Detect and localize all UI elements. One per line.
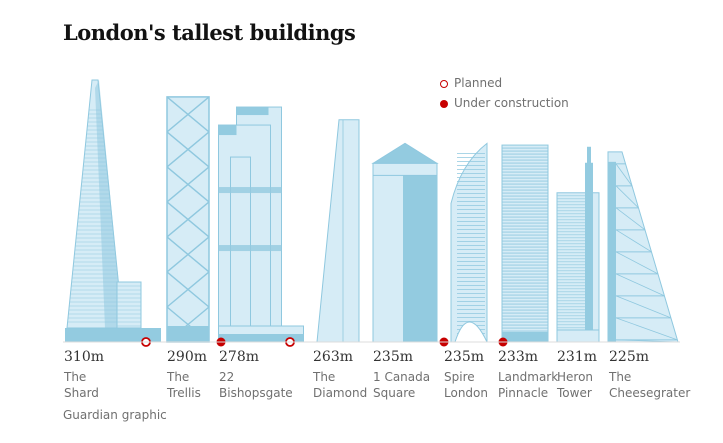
canada-crown bbox=[372, 162, 438, 176]
building-label-heron-tower: 231m Heron Tower bbox=[557, 349, 637, 401]
building-label-22-bishopsgate: 278m 22 Bishopsgate bbox=[219, 349, 299, 401]
height-label: 235m bbox=[444, 349, 484, 365]
building-7 bbox=[556, 146, 600, 343]
podium-base bbox=[218, 334, 304, 342]
diamond-tower bbox=[316, 119, 360, 343]
building-8 bbox=[607, 151, 679, 343]
planned-marker-icon bbox=[440, 80, 448, 88]
building-0 bbox=[65, 79, 161, 342]
canada-shade bbox=[403, 163, 437, 342]
lattice-line bbox=[166, 271, 210, 308]
name-line: Heron bbox=[557, 370, 594, 384]
name-line: The bbox=[609, 370, 632, 384]
brace-line bbox=[615, 163, 633, 187]
building-label-the-cheesegrater: 225m The Cheesegrater bbox=[609, 349, 691, 401]
lattice-line bbox=[166, 166, 210, 203]
building-5 bbox=[450, 142, 488, 343]
legend-planned-label: Planned bbox=[454, 76, 503, 90]
name-line: Landmark bbox=[498, 370, 559, 384]
building-label-the-trellis: 290m The Trellis bbox=[167, 349, 247, 401]
lattice-line bbox=[166, 131, 210, 168]
brace-line bbox=[615, 185, 639, 209]
lattice-line bbox=[166, 96, 210, 133]
name-line: The bbox=[64, 370, 87, 384]
under-construction-marker-icon bbox=[440, 100, 448, 108]
height-label: 233m bbox=[498, 349, 538, 365]
brace-line bbox=[615, 229, 652, 253]
block-cap bbox=[236, 107, 269, 116]
building-2 bbox=[218, 106, 304, 343]
name-line: Cheesegrater bbox=[609, 386, 691, 400]
pinnacle-tower bbox=[501, 144, 549, 343]
chart-title: London's tallest buildings bbox=[63, 20, 356, 45]
building-label-spire-london: 235m Spire London bbox=[444, 349, 524, 401]
band bbox=[218, 245, 282, 252]
spire-arch bbox=[454, 321, 488, 343]
brace-line bbox=[615, 273, 665, 297]
building-label-the-diamond: 263m The Diamond bbox=[313, 349, 393, 401]
building-3 bbox=[316, 119, 360, 343]
height-label: 263m bbox=[313, 349, 353, 365]
height-label: 278m bbox=[219, 349, 259, 365]
brace-line bbox=[615, 317, 678, 341]
heron-core bbox=[585, 162, 593, 342]
name-line: Spire bbox=[444, 370, 475, 384]
height-label: 231m bbox=[557, 349, 597, 365]
name-line: Tower bbox=[557, 386, 592, 400]
brace-line bbox=[615, 251, 659, 275]
lattice-line bbox=[166, 236, 210, 273]
height-label: 310m bbox=[64, 349, 104, 365]
heron-mast bbox=[587, 146, 591, 167]
height-label: 225m bbox=[609, 349, 649, 365]
lattice-line bbox=[166, 201, 210, 238]
legend-under-construction-label: Under construction bbox=[454, 96, 569, 110]
shard-podium bbox=[65, 328, 161, 342]
brace-line bbox=[615, 295, 672, 319]
legend-under-construction: Under construction bbox=[440, 96, 569, 110]
building-label-1-canada-square: 235m 1 Canada Square bbox=[373, 349, 453, 401]
heron-base bbox=[556, 329, 600, 343]
shard-annex bbox=[116, 281, 142, 329]
building-label-landmark-pinnacle: 233m Landmark Pinnacle bbox=[498, 349, 578, 401]
legend-planned: Planned bbox=[440, 76, 502, 90]
block-front bbox=[218, 124, 271, 343]
name-line: Square bbox=[373, 386, 416, 400]
name-line: London bbox=[444, 386, 488, 400]
pinnacle-base bbox=[502, 332, 548, 342]
height-label: 290m bbox=[167, 349, 207, 365]
source-credit: Guardian graphic bbox=[63, 408, 167, 422]
building-6 bbox=[501, 144, 549, 343]
block-cap bbox=[218, 125, 237, 136]
name-line: Trellis bbox=[167, 386, 201, 400]
building-1 bbox=[166, 96, 210, 343]
height-label: 235m bbox=[373, 349, 413, 365]
name-line: The bbox=[167, 370, 190, 384]
building-4 bbox=[371, 142, 439, 343]
canada-pyramid bbox=[371, 142, 439, 164]
name-line: Bishopsgate bbox=[219, 386, 293, 400]
name-line: 1 Canada bbox=[373, 370, 431, 384]
name-line: Shard bbox=[64, 386, 99, 400]
name-line: 22 bbox=[219, 370, 235, 384]
brace-line bbox=[615, 207, 646, 231]
cheesegrater-core bbox=[608, 161, 616, 342]
band bbox=[218, 187, 282, 194]
name-line: The bbox=[313, 370, 336, 384]
name-line: Pinnacle bbox=[498, 386, 549, 400]
name-line: Diamond bbox=[313, 386, 368, 400]
building-label-the-shard: 310m The Shard bbox=[64, 349, 144, 401]
trellis-base bbox=[167, 326, 209, 342]
